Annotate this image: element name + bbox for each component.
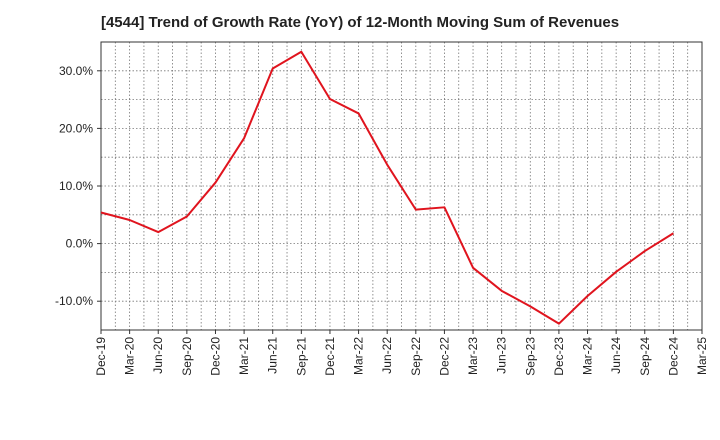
x-tick-label: Mar-20 <box>123 337 137 375</box>
x-tick-label: Mar-21 <box>237 337 251 375</box>
y-axis-ticks: 30.0% 20.0% 10.0% 0.0% -10.0% <box>55 64 101 308</box>
x-tick-label: Dec-23 <box>552 337 566 376</box>
y-tick-label: 30.0% <box>59 64 93 78</box>
x-tick-label: Jun-24 <box>609 337 623 374</box>
grid-layer <box>101 42 702 330</box>
x-tick-label: Jun-21 <box>266 337 280 374</box>
x-tick-label: Jun-20 <box>151 337 165 374</box>
series-layer <box>100 50 674 325</box>
y-tick-label: 10.0% <box>59 179 93 193</box>
y-tick-label: -10.0% <box>55 294 93 308</box>
x-tick-label: Sep-23 <box>523 337 537 376</box>
x-tick-label: Dec-19 <box>94 337 108 376</box>
x-tick-label: Dec-24 <box>666 337 680 376</box>
x-tick-label: Mar-22 <box>352 337 366 375</box>
series-line <box>100 50 674 325</box>
x-tick-label: Sep-20 <box>180 337 194 376</box>
x-tick-label: Mar-23 <box>466 337 480 375</box>
y-tick-label: 20.0% <box>59 121 93 135</box>
x-tick-label: Mar-25 <box>695 337 709 375</box>
y-tick-label: 0.0% <box>66 237 94 251</box>
x-tick-label: Dec-20 <box>208 337 222 376</box>
chart-title: [4544] Trend of Growth Rate (YoY) of 12-… <box>100 14 620 31</box>
x-tick-label: Dec-22 <box>437 337 451 376</box>
x-tick-label: Sep-21 <box>294 337 308 376</box>
x-tick-label: Sep-24 <box>638 337 652 376</box>
x-axis-ticks: Dec-19 Mar-20 Jun-20 Sep-20 Dec-20 Mar-21 Jun-… <box>94 330 709 376</box>
x-tick-label: Jun-22 <box>380 337 394 374</box>
x-tick-label: Dec-21 <box>323 337 337 376</box>
x-tick-label: Sep-22 <box>409 337 423 376</box>
x-tick-label: Mar-24 <box>581 337 595 375</box>
x-tick-label: Jun-23 <box>495 337 509 374</box>
